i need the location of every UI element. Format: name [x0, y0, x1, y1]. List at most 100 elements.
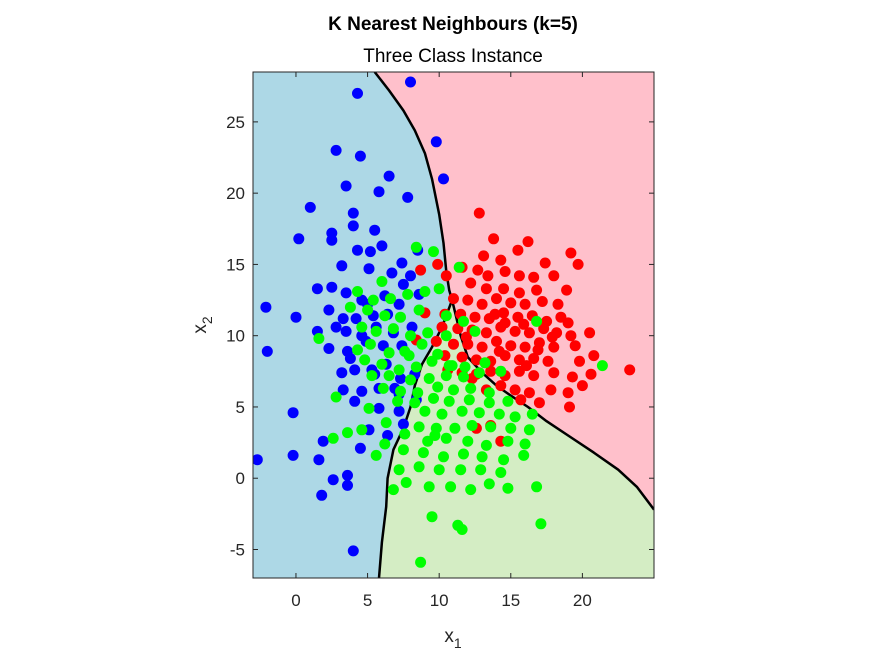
- x-axis-label-sub: 1: [454, 635, 462, 651]
- data-point: [523, 387, 535, 399]
- data-point: [440, 432, 452, 444]
- data-point: [564, 401, 575, 413]
- data-point: [502, 482, 514, 494]
- data-point: [584, 327, 596, 339]
- data-point: [311, 283, 323, 295]
- data-point: [423, 373, 435, 384]
- data-point: [449, 422, 461, 434]
- data-point: [405, 330, 416, 342]
- data-point: [327, 474, 339, 486]
- data-point: [376, 276, 388, 287]
- data-point: [456, 405, 468, 417]
- data-point: [478, 250, 490, 262]
- data-point: [539, 257, 551, 269]
- x-axis-label: x1: [444, 626, 462, 651]
- data-point: [412, 387, 424, 399]
- data-point: [352, 286, 363, 297]
- data-point: [383, 370, 395, 382]
- data-point: [572, 258, 584, 270]
- data-point: [498, 307, 510, 319]
- data-point: [430, 136, 442, 148]
- data-point: [624, 364, 636, 376]
- data-point: [366, 370, 378, 382]
- data-point: [440, 330, 452, 342]
- series-1: [410, 207, 636, 447]
- data-point: [397, 418, 409, 430]
- x-tick-label: 5: [363, 591, 372, 610]
- data-point: [513, 270, 525, 282]
- x-axis-label-base: x: [444, 626, 454, 647]
- data-point: [340, 287, 352, 299]
- data-point: [562, 387, 574, 399]
- data-point: [523, 424, 535, 436]
- data-point: [498, 283, 510, 295]
- data-point: [330, 144, 342, 156]
- data-point: [392, 395, 404, 407]
- data-point: [430, 335, 442, 347]
- data-point: [440, 270, 452, 282]
- data-point: [536, 296, 548, 307]
- data-point: [395, 373, 406, 384]
- data-point: [362, 304, 374, 316]
- data-point: [261, 345, 273, 357]
- x-tick-label: 15: [501, 591, 520, 610]
- data-point: [466, 420, 478, 431]
- data-point: [519, 298, 531, 310]
- data-point: [456, 524, 468, 535]
- data-point: [304, 201, 316, 213]
- data-point: [483, 387, 495, 399]
- data-point: [327, 432, 339, 444]
- data-point: [446, 360, 458, 372]
- x-tick-label: 20: [573, 591, 592, 610]
- data-point: [476, 298, 488, 310]
- data-point: [396, 257, 408, 269]
- chart-title: K Nearest Neighbours (k=5): [328, 14, 578, 35]
- data-point: [400, 477, 412, 488]
- data-point: [260, 301, 272, 313]
- data-point: [383, 170, 395, 182]
- data-point: [405, 374, 416, 386]
- data-point: [542, 355, 554, 367]
- chart-subtitle: Three Class Instance: [363, 46, 543, 67]
- axes-box: [252, 71, 655, 579]
- data-point: [588, 350, 600, 362]
- data-point: [433, 464, 445, 476]
- data-point: [448, 293, 459, 305]
- data-point: [485, 421, 497, 433]
- data-point: [393, 464, 405, 476]
- data-point: [438, 451, 449, 463]
- data-point: [342, 427, 353, 439]
- data-point: [576, 380, 588, 392]
- data-point: [512, 244, 524, 256]
- data-point: [337, 313, 349, 325]
- data-point: [356, 424, 368, 436]
- axis-ticks: 0 5 10 15 20 -5 0 5 10 15 20 25: [226, 72, 654, 610]
- data-point: [480, 283, 492, 295]
- data-point: [548, 367, 560, 379]
- data-point: [476, 451, 488, 463]
- data-point: [344, 301, 356, 313]
- data-point: [462, 435, 474, 447]
- data-point: [326, 281, 338, 293]
- data-point: [342, 469, 353, 481]
- data-point: [460, 331, 472, 343]
- data-point: [423, 481, 435, 493]
- data-point: [455, 464, 467, 476]
- data-point: [393, 298, 405, 310]
- data-point: [518, 449, 530, 461]
- data-point: [330, 321, 342, 333]
- data-point: [386, 267, 398, 279]
- data-point: [287, 449, 299, 461]
- data-point: [546, 331, 558, 343]
- data-point: [336, 367, 348, 379]
- data-point: [473, 407, 485, 419]
- data-point: [429, 430, 441, 441]
- data-point: [552, 298, 564, 310]
- data-point: [436, 408, 448, 420]
- data-point: [440, 370, 452, 382]
- data-point: [313, 454, 325, 466]
- data-point: [465, 277, 477, 289]
- data-point: [509, 325, 521, 337]
- data-point: [364, 246, 376, 258]
